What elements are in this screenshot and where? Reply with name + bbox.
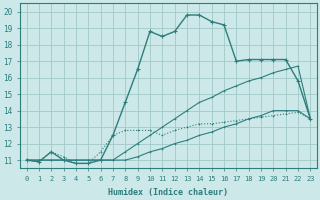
X-axis label: Humidex (Indice chaleur): Humidex (Indice chaleur) (108, 188, 228, 197)
